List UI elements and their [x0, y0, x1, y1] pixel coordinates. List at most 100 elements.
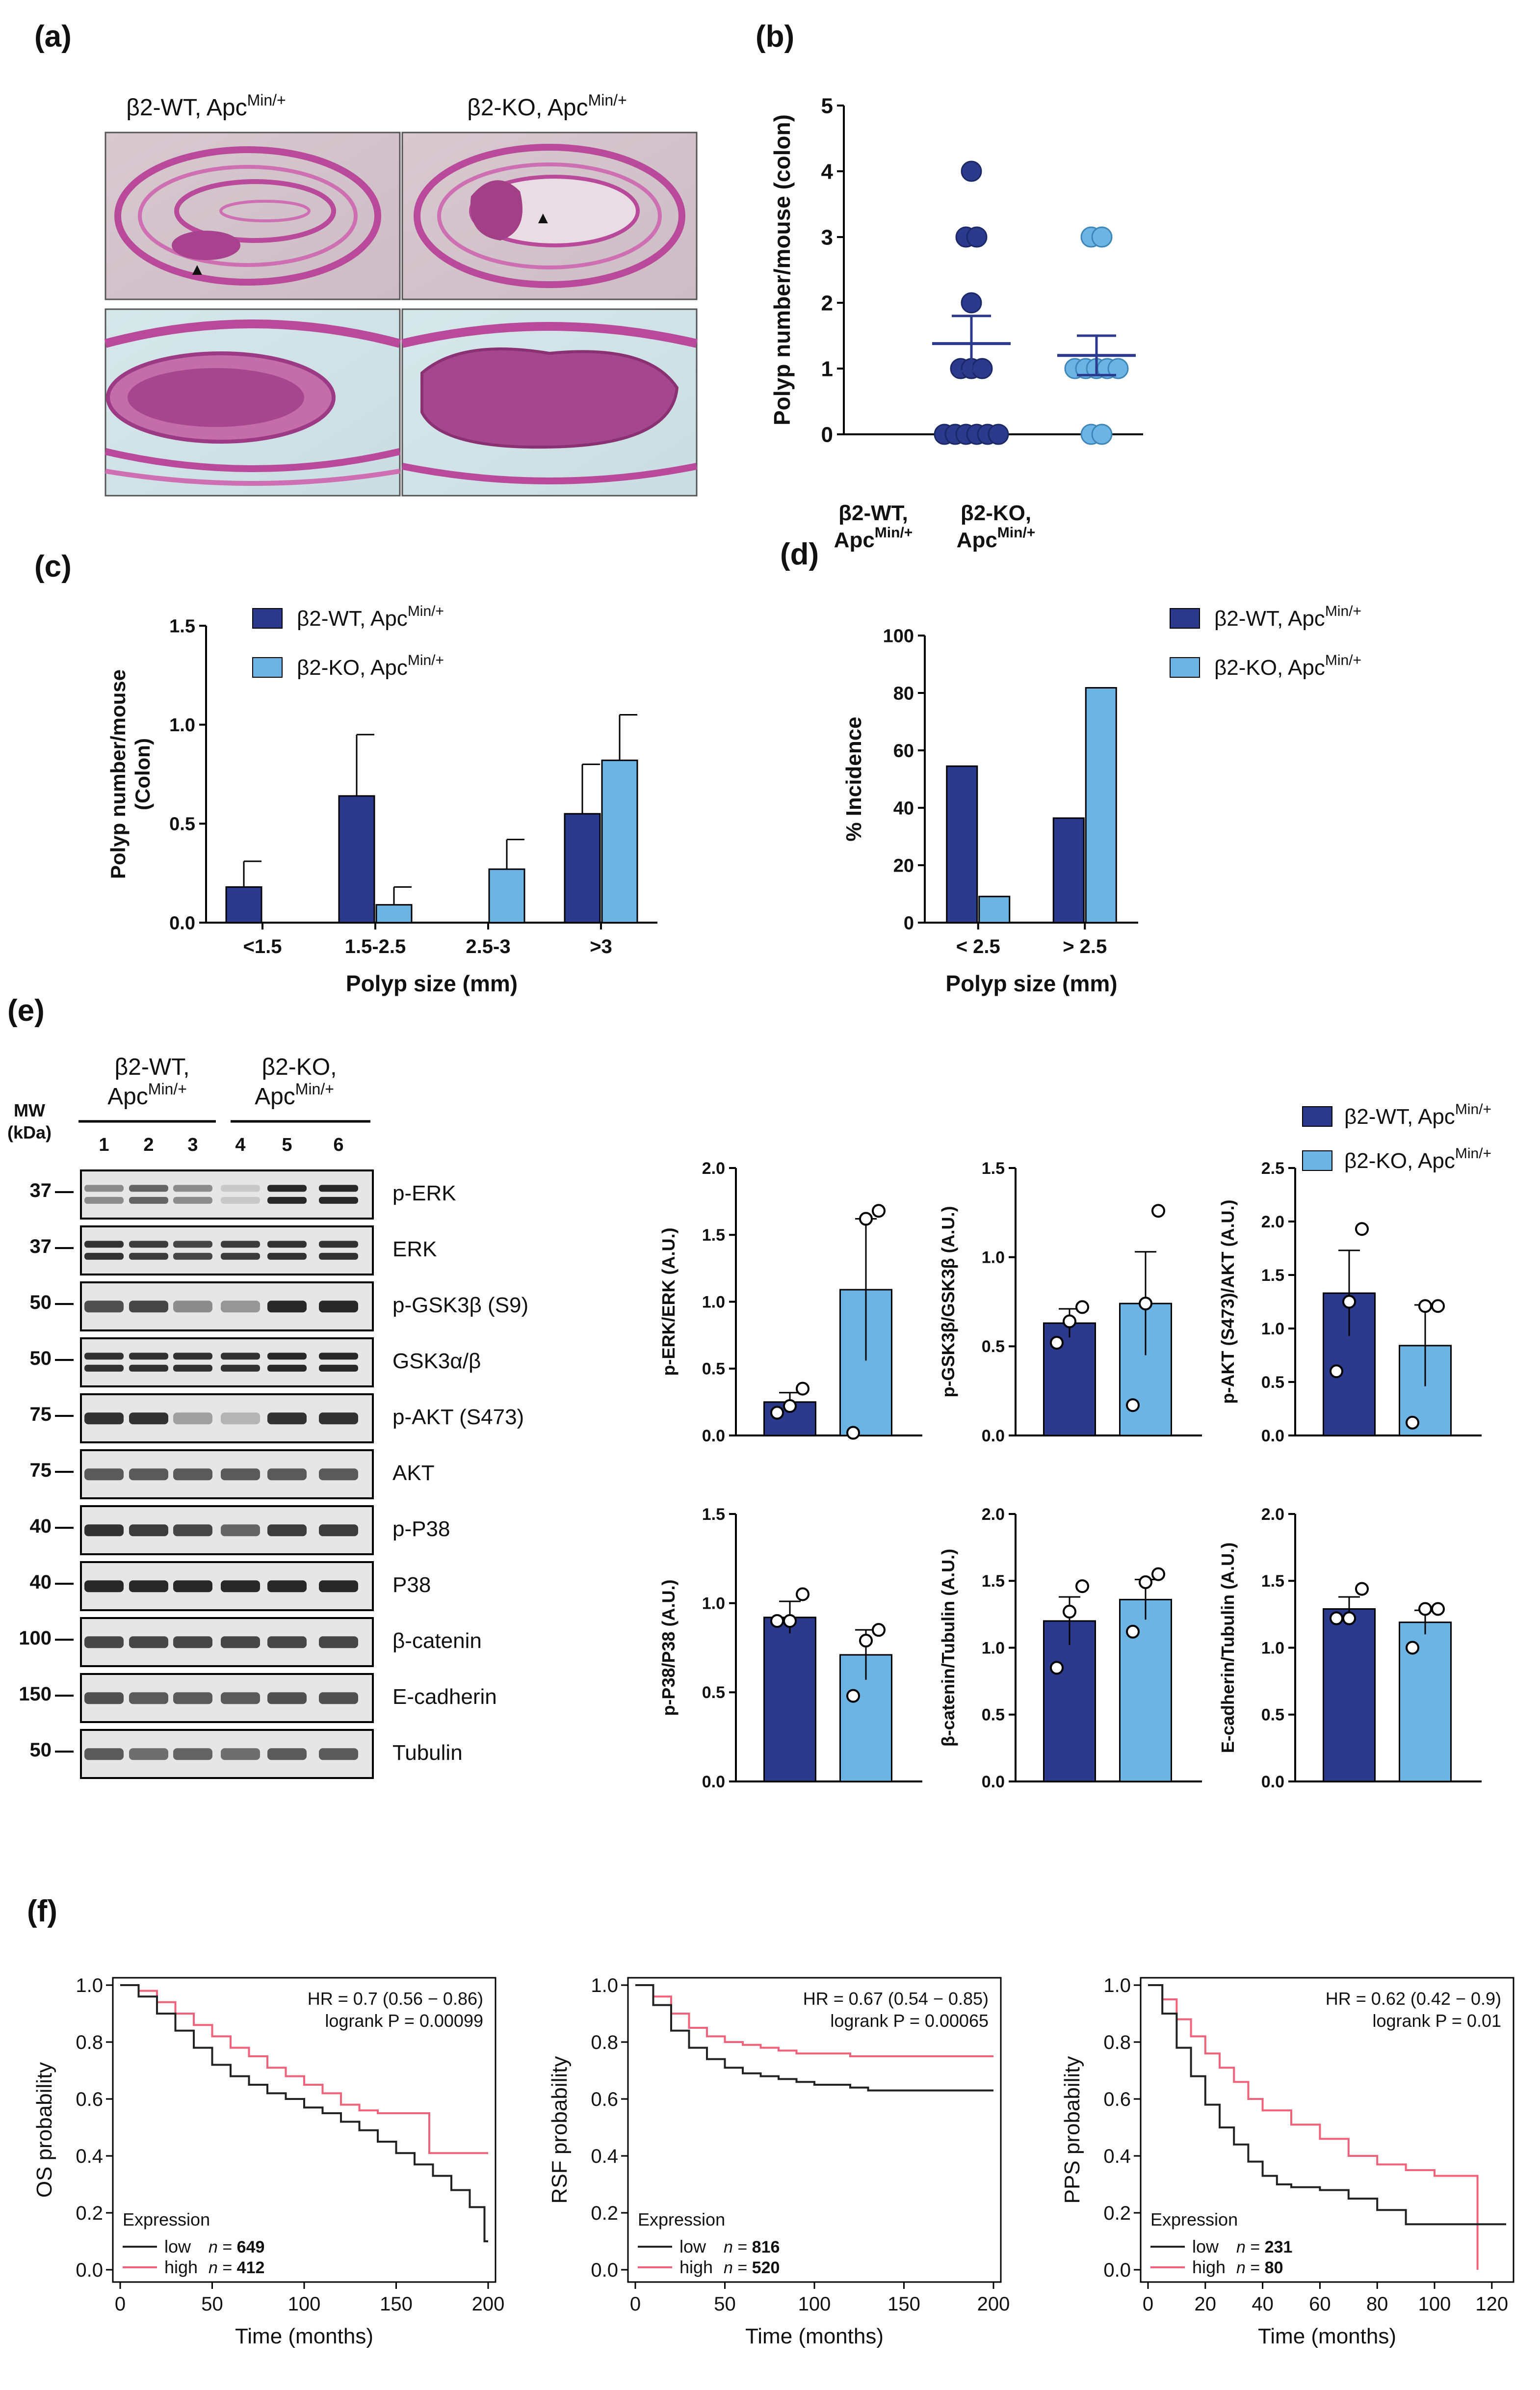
- blot-band: [267, 1748, 307, 1760]
- protein-label: E-cadherin: [392, 1685, 497, 1709]
- blot-band: [173, 1412, 212, 1425]
- blot-band: [84, 1748, 124, 1760]
- mw-marker: 50: [30, 1739, 52, 1761]
- mw-marker: 37: [30, 1180, 52, 1201]
- mw-marker: 100: [19, 1627, 52, 1649]
- blot-band: [129, 1241, 168, 1248]
- blot-band: [84, 1636, 124, 1648]
- legend-swatch-ko: [1170, 657, 1200, 678]
- d-y-tick-label: 0: [904, 913, 914, 933]
- f-x-tick-label: 100: [1418, 2293, 1451, 2315]
- d-bar-wt: [1052, 817, 1085, 924]
- blot-group-wt: β2-WT, ApcMin/+: [107, 1054, 189, 1110]
- histology-image-ko-high: [401, 308, 698, 497]
- blot-band: [173, 1301, 212, 1313]
- blot-band: [319, 1185, 358, 1192]
- f-curve-high: [120, 1984, 488, 2154]
- e-point: [1151, 1567, 1165, 1581]
- e4-y-tick-label: 0.0: [982, 1773, 1005, 1791]
- blot-band: [173, 1524, 212, 1537]
- e-point: [1126, 1398, 1140, 1412]
- f-x-tick-label: 150: [380, 2293, 413, 2315]
- e3-y-tick-label: 0.5: [702, 1683, 725, 1702]
- blot-band: [129, 1364, 168, 1372]
- blot-band: [267, 1412, 307, 1425]
- d-bar-ko: [1085, 687, 1117, 924]
- f-x-tick-label: 120: [1475, 2293, 1508, 2315]
- f-hr-text: HR = 0.67 (0.54 − 0.85): [803, 1989, 989, 2009]
- e2-y-tick-label: 2.0: [1261, 1213, 1284, 1231]
- d-bar-ko: [978, 896, 1011, 924]
- blot-band: [221, 1636, 260, 1648]
- e2-y-tick-label: 0.5: [1261, 1373, 1284, 1392]
- blot-band: [319, 1412, 358, 1425]
- e-point: [1075, 1579, 1089, 1593]
- f-legend-label-low: low: [1192, 2236, 1219, 2257]
- blot-band: [173, 1468, 212, 1481]
- blot-band: [221, 1241, 260, 1248]
- e-point: [1063, 1604, 1076, 1619]
- blot-band: [267, 1241, 307, 1248]
- mw-marker: 75: [30, 1404, 52, 1425]
- blot-band: [319, 1364, 358, 1372]
- blot-band: [221, 1524, 260, 1537]
- e-point: [1050, 1661, 1064, 1675]
- f-n-low: n = 816: [724, 2238, 780, 2257]
- blot-band: [84, 1412, 124, 1425]
- blot-band: [173, 1185, 212, 1192]
- c-bar-wt: [564, 813, 601, 924]
- blot-band: [319, 1748, 358, 1760]
- f-n-high: n = 520: [724, 2258, 780, 2277]
- e-point: [872, 1204, 886, 1218]
- blot-band: [173, 1636, 212, 1648]
- e-point: [872, 1623, 886, 1637]
- blot-band: [84, 1196, 124, 1204]
- blot-band: [173, 1364, 212, 1372]
- f-y-tick-label: 0.4: [1103, 2146, 1131, 2167]
- b-y-tick-label: 2: [821, 291, 833, 315]
- f-y-tick-label: 0.6: [1103, 2089, 1131, 2110]
- f-y-tick-label: 1.0: [1103, 1975, 1131, 1996]
- e-point: [1406, 1641, 1419, 1655]
- e-point: [1139, 1575, 1152, 1589]
- c-y-tick-label: 1.0: [169, 715, 195, 736]
- f-logrank-text: logrank P = 0.00099: [325, 2011, 483, 2031]
- e-point: [1342, 1611, 1356, 1625]
- legend-swatch-wt: [1170, 608, 1200, 629]
- e-point: [1406, 1415, 1419, 1430]
- b-y-tick-label: 1: [821, 357, 833, 381]
- e1-y-tick-label: 0.5: [982, 1337, 1005, 1356]
- c-y-tick-label: 0.0: [169, 913, 195, 933]
- blot-band: [267, 1196, 307, 1204]
- f-legend-label-high: high: [679, 2257, 713, 2277]
- e1-y-label: p-GSK3β/GSK3β (A.U.): [938, 1206, 958, 1398]
- blot-group-ko: β2-KO, ApcMin/+: [255, 1054, 337, 1110]
- c-x-tick-label: 1.5-2.5: [345, 936, 406, 957]
- protein-label: Tubulin: [392, 1741, 463, 1765]
- protein-label: p-GSK3β (S9): [392, 1293, 528, 1317]
- b-point-wt: [961, 160, 982, 182]
- f-x-tick-label: 50: [714, 2293, 736, 2315]
- e-point: [1126, 1624, 1140, 1639]
- e-point: [783, 1399, 797, 1413]
- blot-band: [221, 1185, 260, 1192]
- panel-label-d: (d): [780, 537, 819, 571]
- blot-band: [221, 1580, 260, 1593]
- chart-d: 0 20 40 60 80 100 % Incidence < 2.5 > 2.5 Polyp s…: [842, 603, 1361, 996]
- f-curve-high: [1148, 1984, 1479, 2270]
- e-point: [1151, 1204, 1165, 1218]
- e-point: [846, 1426, 860, 1440]
- c-x-tick-label: >3: [590, 936, 612, 957]
- blot-band: [129, 1353, 168, 1360]
- c-x-tick-label: 2.5-3: [466, 936, 510, 957]
- e-point: [1418, 1299, 1432, 1313]
- blot-band: [267, 1524, 307, 1537]
- d-y-tick-label: 100: [883, 626, 914, 646]
- mw-marker: 40: [30, 1571, 52, 1593]
- lane-number: 1: [99, 1135, 109, 1155]
- e-point: [1330, 1364, 1343, 1379]
- e-point: [859, 1633, 873, 1647]
- f-x-tick-label: 40: [1252, 2293, 1274, 2315]
- e4-y-tick-label: 1.0: [982, 1639, 1005, 1657]
- panel-label-f: (f): [27, 1894, 57, 1928]
